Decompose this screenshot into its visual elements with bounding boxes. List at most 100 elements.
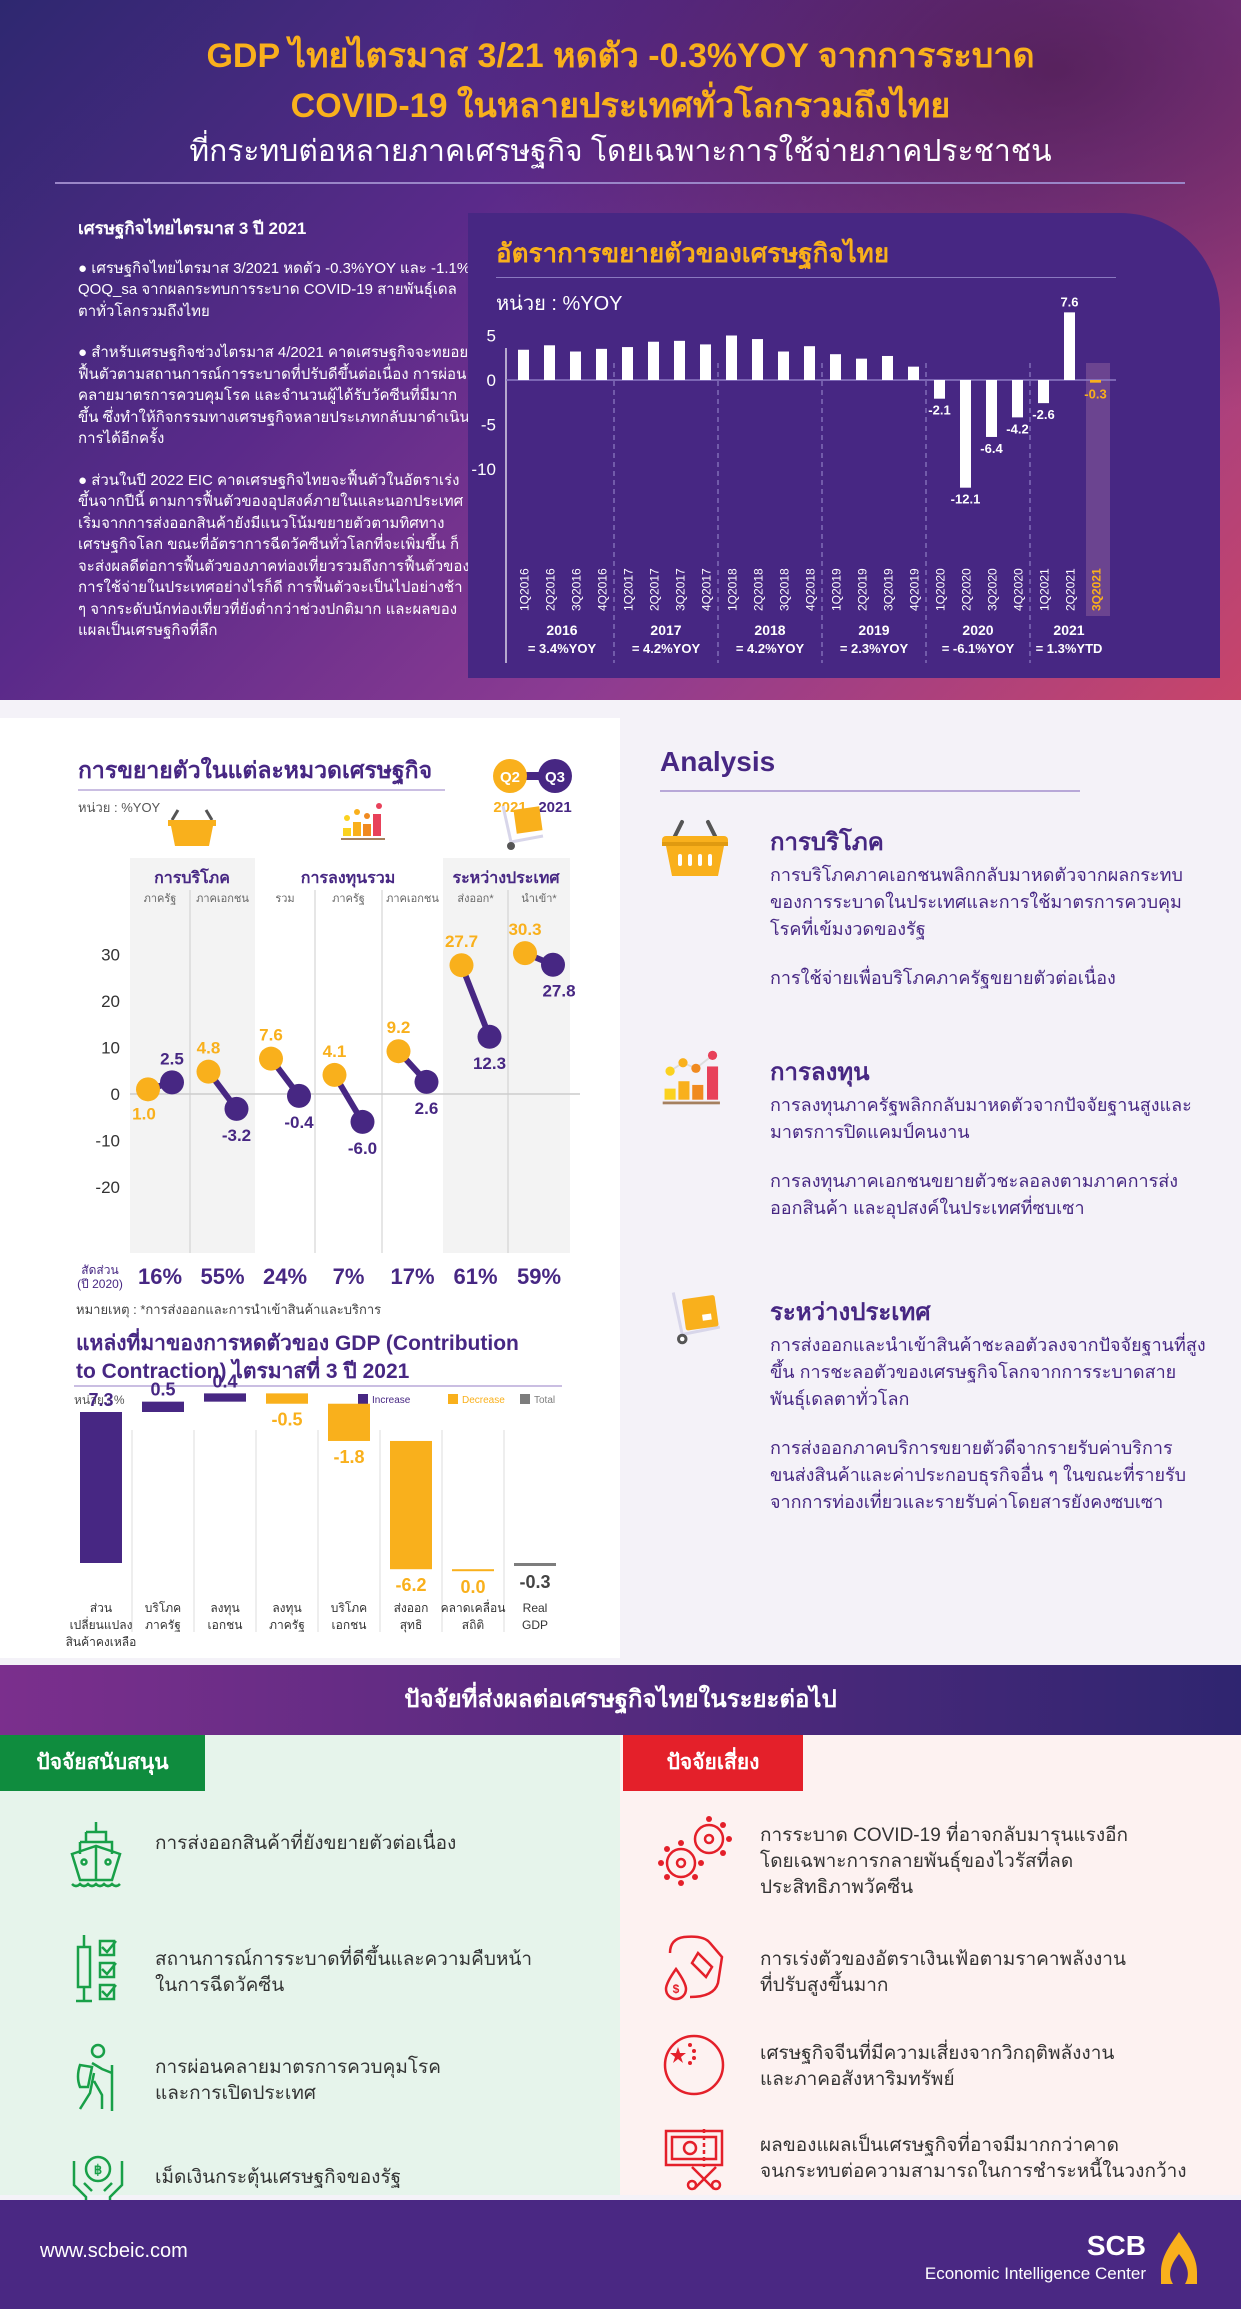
y-tick: -10 [95,1132,120,1151]
annual-year: 2017 [650,622,681,638]
waterfall-bar [142,1401,184,1412]
column-label: รวม [275,893,294,905]
main-title-line2: COVID-19 ในหลายประเทศทั่วโลกรวมถึงไทย [290,87,951,125]
debt-cut-icon [664,2129,724,2191]
waterfall-category: ภาครัฐ [145,1618,181,1632]
bar-chart-icon [341,803,385,840]
share-value: 24% [263,1264,307,1289]
x-tick: 1Q2016 [518,568,532,611]
annual-growth: = 1.3%YTD [1036,641,1103,656]
waterfall-category: ลงทุน [272,1601,301,1616]
waterfall-bar [328,1403,370,1441]
bar-chart-icon [662,1050,720,1105]
waterfall-category: ส่วน [90,1601,112,1615]
main-title-line1: GDP ไทยไตรมาส 3/21 หดตัว -0.3%YOY จากการ… [206,37,1035,75]
x-tick: 1Q2017 [622,568,636,611]
legend-q2: Q2 [500,769,520,786]
vaccine-checklist-icon [76,1935,117,2003]
waterfall-category: ภาครัฐ [269,1618,305,1632]
gdp-bar-plot: 5 0 -5 -10 1Q2016 2Q2016 3Q2016 4Q2016 1Q2017 2Q2… [471,294,1116,663]
column-label: ภาคเอกชน [386,893,439,905]
share-value: 16% [138,1264,182,1289]
waterfall-bar [204,1393,246,1402]
waterfall-category: สุทธิ [400,1618,423,1633]
x-tick: 4Q2017 [700,568,714,611]
q3-value: 27.8 [542,982,575,1001]
factors-title: ปัจจัยที่ส่งผลต่อเศรษฐกิจไทยในระยะต่อไป [0,1665,1241,1735]
gdp-bar [518,349,529,380]
summary-paragraph: ● เศรษฐกิจไทยไตรมาส 3/2021 หดตัว -0.3%YO… [78,259,471,320]
basket-icon [168,809,216,846]
bar-label: -2.6 [1032,407,1054,422]
x-tick: 3Q2016 [570,568,584,611]
group-band [443,858,570,1253]
y-tick: -10 [471,460,496,479]
x-tick: 4Q2016 [596,568,610,611]
q3-value: -3.2 [222,1126,251,1145]
y-tick: 20 [101,992,120,1011]
analysis-heading: การบริโภค [770,829,884,856]
x-tick: 1Q2018 [726,568,740,611]
waterfall-category: ส่งออก [394,1601,429,1615]
gdp-bar [752,339,763,380]
analysis-text: การใช้จ่ายเพื่อบริโภคภาครัฐขยายตัวต่อเนื… [770,968,1116,988]
gdp-growth-chart: อัตราการขยายตัวของเศรษฐกิจไทย หน่วย : %Y… [468,213,1220,678]
legend-label: Increase [372,1395,411,1406]
analysis-text: การลงทุนภาครัฐพลิกกลับมาหดตัวจากปัจจัยฐา… [770,1095,1192,1142]
legend-q3-year: 2021 [538,799,571,816]
gdp-bar [648,341,659,380]
brand-subtitle: Economic Intelligence Center [924,2264,1146,2283]
waterfall-category: เอกชน [332,1618,367,1632]
q2-point [259,1046,283,1071]
virus-icon [658,1816,732,1886]
summary-heading: เศรษฐกิจไทยไตรมาส 3 ปี 2021 [78,219,307,238]
column-label: ภาครัฐ [332,893,365,905]
y-tick: 5 [487,327,496,346]
gdp-bar [544,345,555,380]
chart-unit: หน่วย : %YOY [496,293,623,315]
support-item: การส่งออกสินค้าที่ยังขยายตัวต่อเนื่อง [155,1833,457,1854]
group-band [130,858,255,1253]
waterfall-category: ลงทุน [210,1601,239,1616]
q2-value: 27.7 [445,932,478,951]
bar-label: -12.1 [951,492,981,507]
gdp-bar [726,335,737,380]
basket-icon [662,820,728,876]
q2-point [196,1059,221,1084]
x-tick: 2Q2016 [544,568,558,611]
waterfall-category: GDP [522,1618,548,1632]
category-unit: หน่วย : %YOY [78,800,161,815]
gdp-bar [1038,380,1049,404]
legend-swatch [520,1394,530,1404]
q2-point [322,1062,347,1087]
waterfall-bar [452,1569,494,1572]
x-tick: 3Q2021 [1090,568,1104,611]
legend-swatch [358,1394,368,1404]
summary-paragraph: ● ส่วนในปี 2022 EIC คาดเศรษฐกิจไทยจะฟื้น… [78,471,470,640]
risk-item: การระบาด COVID-19 ที่อาจกลับมารุนแรงอีก … [760,1825,1129,1898]
column-label: นำเข้า* [521,893,557,905]
q3-value: 2.5 [160,1049,184,1068]
waterfall-category: Real [523,1601,548,1615]
hiker-icon [76,2043,114,2111]
waterfall-label: 7.3 [88,1390,113,1410]
bar-label: -0.3 [1084,387,1106,402]
q3-value: -0.4 [284,1113,314,1132]
waterfall-category: สถิติ [462,1618,484,1632]
gdp-bar [570,351,581,380]
website-link[interactable]: www.scbeic.com [40,2240,188,2262]
analysis-heading: ระหว่างประเทศ [770,1299,931,1326]
q2-point [449,953,474,978]
q2-value: 4.1 [323,1042,347,1061]
x-tick: 1Q2020 [934,568,948,611]
annual-year: 2019 [858,622,889,638]
analysis-text: การส่งออกและนำเข้าสินค้าชะลอตัวลงจากปัจจ… [770,1335,1206,1409]
gdp-bar [804,346,815,380]
share-value: 7% [333,1264,365,1289]
x-tick: 2Q2019 [856,568,870,611]
q3-point [477,1024,502,1049]
x-tick: 3Q2019 [882,568,896,611]
support-factors: ปัจจัยสนับสนุน การส่งออกสินค้าที่ยังขยาย… [0,1735,620,2207]
x-tick: 2Q2021 [1064,568,1078,611]
q2-value: 4.8 [197,1039,221,1058]
